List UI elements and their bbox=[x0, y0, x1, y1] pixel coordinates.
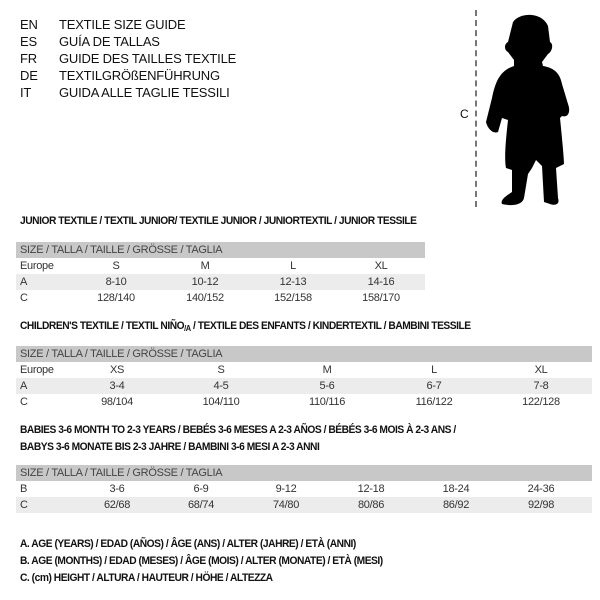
table-cell: XS bbox=[109, 364, 125, 376]
legend-age-years: A. AGE (YEARS) / EDAD (AÑOS) / ÂGE (ANS)… bbox=[20, 538, 356, 550]
table-cell: XL bbox=[374, 260, 388, 272]
table-row: Europe S M L XL bbox=[16, 258, 425, 274]
table-cell: 62/68 bbox=[103, 499, 131, 511]
table-cell: 158/170 bbox=[362, 292, 400, 304]
table-row: Europe XS S M L XL bbox=[16, 362, 592, 378]
legend-height: C. (cm) HEIGHT / ALTURA / HAUTEUR / HÖHE… bbox=[20, 572, 273, 584]
row-label: Europe bbox=[20, 364, 54, 376]
language-code: ES bbox=[20, 34, 37, 49]
size-header-row: SIZE / TALLA / TAILLE / GRÖSSE / TAGLIA bbox=[16, 346, 592, 362]
table-cell: 110/116 bbox=[308, 396, 346, 408]
guide-title: TEXTILGRÖßENFÜHRUNG bbox=[59, 68, 220, 83]
babies-section-title-line2: BABYS 3-6 MONATE BIS 2-3 JAHRE / BAMBINI… bbox=[20, 441, 320, 453]
table-cell: 5-6 bbox=[319, 380, 335, 392]
junior-section-title: JUNIOR TEXTILE / TEXTIL JUNIOR/ TEXTILE … bbox=[20, 215, 417, 227]
baby-silhouette-icon bbox=[486, 14, 570, 206]
children-title-part: CHILDREN'S TEXTILE / TEXTIL NIÑO bbox=[20, 320, 185, 332]
table-cell: S bbox=[217, 364, 225, 376]
table-row: C 98/104 104/110 110/116 116/122 122/128 bbox=[16, 394, 592, 410]
table-cell: S bbox=[112, 260, 120, 272]
table-cell: 6-7 bbox=[426, 380, 442, 392]
table-cell: M bbox=[200, 260, 210, 272]
guide-title: GUIDA ALLE TAGLIE TESSILI bbox=[59, 85, 230, 100]
guide-title: TEXTILE SIZE GUIDE bbox=[59, 17, 186, 32]
height-measure-figure: C bbox=[440, 0, 600, 210]
table-cell: XL bbox=[534, 364, 548, 376]
guide-title: GUIDE DES TAILLES TEXTILE bbox=[59, 51, 237, 66]
children-title-suffix: /A bbox=[184, 324, 191, 333]
table-cell: L bbox=[431, 364, 437, 376]
row-label: B bbox=[20, 483, 28, 495]
table-row: B 3-6 6-9 9-12 12-18 18-24 24-36 bbox=[16, 481, 592, 497]
table-cell: 8-10 bbox=[105, 276, 127, 288]
table-cell: 14-16 bbox=[367, 276, 395, 288]
table-cell: 24-36 bbox=[527, 483, 555, 495]
table-cell: 152/158 bbox=[274, 292, 312, 304]
table-cell: 10-12 bbox=[191, 276, 219, 288]
babies-section-title-line1: BABIES 3-6 MONTH TO 2-3 YEARS / BEBÉS 3-… bbox=[20, 424, 456, 436]
table-row: A 8-10 10-12 12-13 14-16 bbox=[16, 274, 425, 290]
babies-size-table: SIZE / TALLA / TAILLE / GRÖSSE / TAGLIA B… bbox=[16, 465, 592, 513]
table-cell: L bbox=[290, 260, 296, 272]
table-cell: 92/98 bbox=[527, 499, 555, 511]
junior-size-table: SIZE / TALLA / TAILLE / GRÖSSE / TAGLIA E… bbox=[16, 242, 425, 306]
table-cell: 6-9 bbox=[193, 483, 209, 495]
table-cell: 80/86 bbox=[357, 499, 385, 511]
table-cell: 116/122 bbox=[415, 396, 453, 408]
table-cell: 68/74 bbox=[187, 499, 215, 511]
children-section-title: CHILDREN'S TEXTILE / TEXTIL NIÑO/A / TEX… bbox=[20, 320, 471, 333]
row-label: C bbox=[20, 396, 28, 408]
height-label: C bbox=[460, 107, 469, 121]
height-dashed-line bbox=[475, 10, 477, 207]
row-label: C bbox=[20, 499, 28, 511]
table-row: C 62/68 68/74 74/80 80/86 86/92 92/98 bbox=[16, 497, 592, 513]
table-cell: 3-6 bbox=[109, 483, 125, 495]
language-code: FR bbox=[20, 51, 37, 66]
table-cell: 128/140 bbox=[97, 292, 135, 304]
table-cell: 3-4 bbox=[109, 380, 125, 392]
table-cell: 140/152 bbox=[186, 292, 224, 304]
row-label: Europe bbox=[20, 260, 54, 272]
table-cell: 122/128 bbox=[522, 396, 560, 408]
table-cell: 12-18 bbox=[357, 483, 385, 495]
table-cell: 74/80 bbox=[272, 499, 300, 511]
table-cell: M bbox=[322, 364, 332, 376]
table-cell: 18-24 bbox=[442, 483, 470, 495]
table-cell: 12-13 bbox=[279, 276, 307, 288]
size-header-row: SIZE / TALLA / TAILLE / GRÖSSE / TAGLIA bbox=[16, 465, 592, 481]
guide-title: GUÍA DE TALLAS bbox=[59, 34, 160, 49]
table-cell: 7-8 bbox=[533, 380, 549, 392]
table-row: C 128/140 140/152 152/158 158/170 bbox=[16, 290, 425, 306]
children-size-table: SIZE / TALLA / TAILLE / GRÖSSE / TAGLIA E… bbox=[16, 346, 592, 410]
language-code: EN bbox=[20, 17, 38, 32]
table-cell: 4-5 bbox=[213, 380, 229, 392]
row-label: A bbox=[20, 276, 28, 288]
table-cell: 98/104 bbox=[101, 396, 133, 408]
row-label: C bbox=[20, 292, 28, 304]
children-title-rest: / TEXTILE DES ENFANTS / KINDERTEXTIL / B… bbox=[190, 320, 471, 332]
table-row: A 3-4 4-5 5-6 6-7 7-8 bbox=[16, 378, 592, 394]
language-code: DE bbox=[20, 68, 38, 83]
language-code: IT bbox=[20, 85, 32, 100]
table-cell: 86/92 bbox=[442, 499, 470, 511]
legend-age-months: B. AGE (MONTHS) / EDAD (MESES) / ÂGE (MO… bbox=[20, 555, 383, 567]
row-label: A bbox=[20, 380, 28, 392]
table-cell: 9-12 bbox=[275, 483, 297, 495]
size-header-row: SIZE / TALLA / TAILLE / GRÖSSE / TAGLIA bbox=[16, 242, 425, 258]
table-cell: 104/110 bbox=[202, 396, 240, 408]
